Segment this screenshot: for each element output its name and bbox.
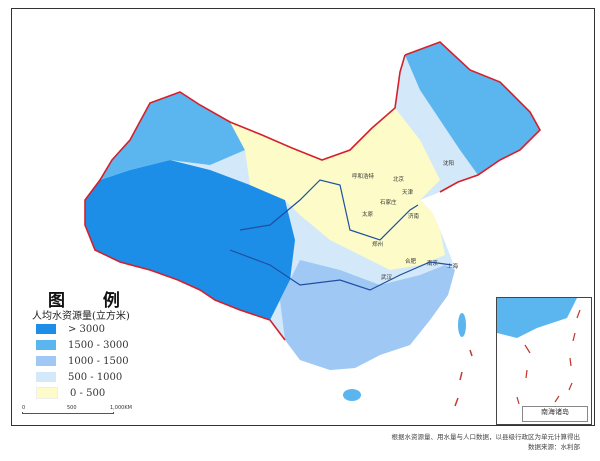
hainan xyxy=(343,389,361,401)
region-high-west xyxy=(85,160,295,320)
city-label: 南京 xyxy=(427,259,439,267)
legend-item: 1000 - 1500 xyxy=(36,354,129,368)
legend-item: 500 - 1000 xyxy=(36,370,122,384)
city-label: 武汉 xyxy=(381,273,393,281)
city-label: 上海 xyxy=(447,262,459,270)
city-label: 石家庄 xyxy=(380,198,397,206)
map-frame xyxy=(11,8,595,426)
city-labels: 呼和浩特 北京 天津 石家庄 太原 济南 郑州 合肥 南京 上海 武汉 沈阳 xyxy=(352,159,459,281)
source-note: 数据来源：水利部 xyxy=(528,443,580,451)
city-label: 天津 xyxy=(402,189,414,196)
legend-subtitle: 人均水资源量(立方米) xyxy=(32,311,130,322)
city-label: 郑州 xyxy=(372,240,383,248)
legend-item: 1500 - 3000 xyxy=(36,338,129,352)
region-northeast xyxy=(405,42,540,175)
south-china-sea-inset xyxy=(496,297,592,425)
yangtze-river xyxy=(229,249,453,291)
city-label: 北京 xyxy=(393,175,405,183)
country-border xyxy=(84,41,541,341)
legend-title: 图 例 xyxy=(48,291,136,311)
city-label: 呼和浩特 xyxy=(352,172,375,180)
inset-label: 南海诸岛 xyxy=(522,406,588,422)
city-label: 太原 xyxy=(362,210,374,218)
yellow-river xyxy=(239,179,419,241)
nine-dash-line xyxy=(454,349,473,407)
city-label: 沈阳 xyxy=(443,159,454,167)
legend-item: > 3000 xyxy=(36,322,105,336)
scale-bar: 0 500 1,000KM xyxy=(22,405,132,415)
city-label: 合肥 xyxy=(405,257,417,265)
taiwan xyxy=(458,313,466,337)
region-xinjiang xyxy=(100,92,245,180)
city-label: 济南 xyxy=(408,212,420,220)
legend-item: 0 - 500 xyxy=(36,386,105,400)
method-note: 根据水资源量、用水量与人口数据，以县级行政区为单元计算得出 xyxy=(391,433,581,441)
region-south xyxy=(280,260,455,370)
